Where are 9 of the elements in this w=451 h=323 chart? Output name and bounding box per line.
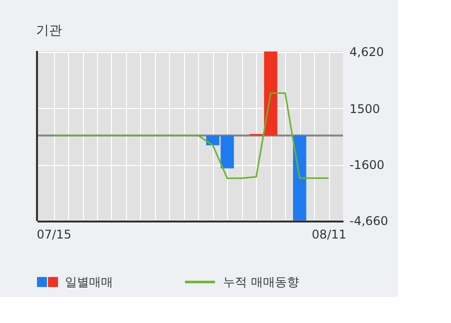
chart-title: 기관	[36, 24, 62, 39]
x-tick-label: 08/11	[312, 228, 346, 242]
y-tick-label: 1500	[350, 102, 380, 116]
legend-label: 누적 매매동향	[223, 275, 299, 289]
y-tick-label: 4,620	[350, 45, 384, 60]
y-tick-label: -1600	[350, 158, 384, 172]
y-tick-label: -4,660	[350, 214, 388, 228]
legend-label: 일별매매	[65, 275, 113, 289]
x-tick-label: 07/15	[36, 228, 72, 242]
